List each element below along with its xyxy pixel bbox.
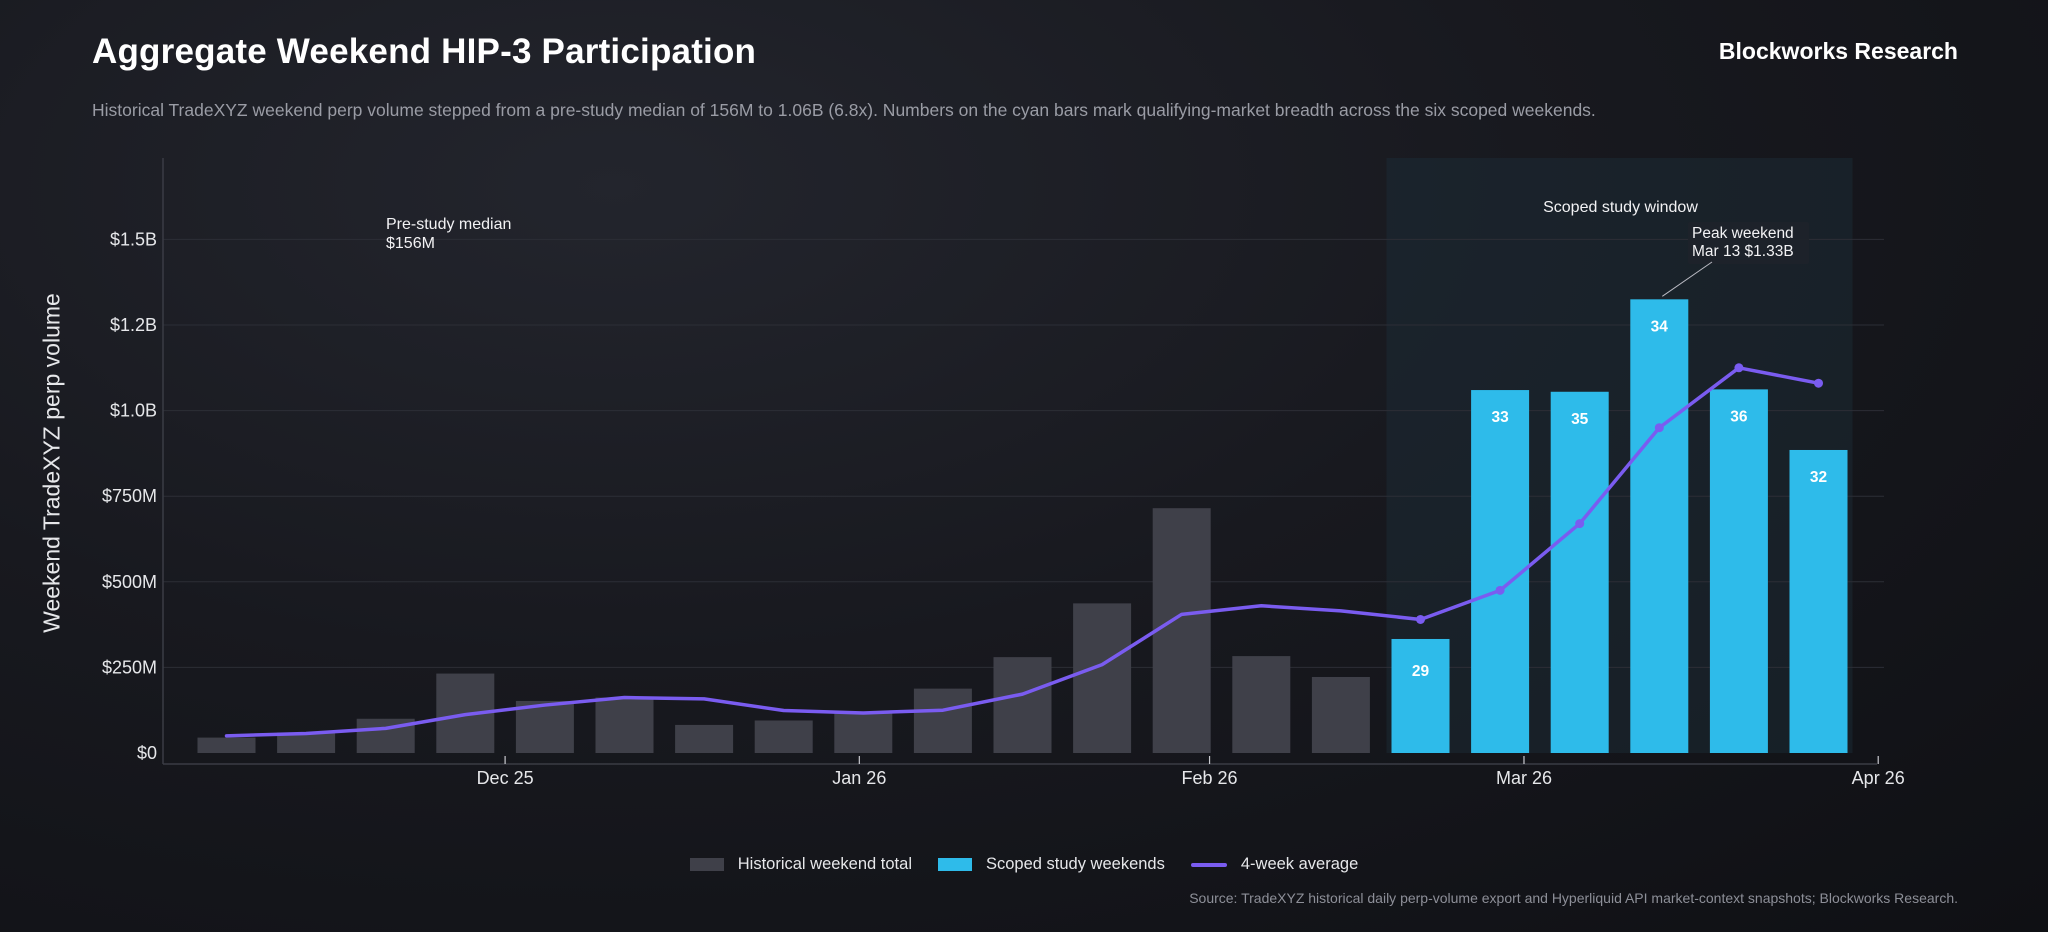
legend-item-average: 4-week average [1190, 855, 1359, 874]
bar-historical [675, 724, 734, 753]
average-point [1814, 378, 1823, 388]
average-point [1734, 363, 1744, 373]
x-tick-label: Feb 26 [1182, 768, 1238, 788]
y-tick-label: $0 [137, 743, 157, 763]
chart-title: Aggregate Weekend HIP-3 Participation [92, 32, 757, 71]
y-tick-label: $750M [102, 486, 157, 506]
bar-historical [913, 688, 972, 753]
y-tick-label: $500M [102, 572, 157, 592]
bar-historical [1073, 603, 1132, 753]
median-annotation-label: Pre-study median [386, 216, 511, 233]
legend-item-historical: Historical weekend total [689, 855, 912, 874]
bar-historical [1311, 676, 1370, 753]
window-annotation-label: Scoped study window [1543, 199, 1698, 216]
peak-callout-leader [1662, 261, 1713, 297]
bar-data-label: 36 [1730, 408, 1748, 425]
bar-historical [595, 697, 654, 753]
bar-historical [834, 712, 893, 753]
bar-data-label: 34 [1651, 318, 1669, 335]
legend-swatch-scoped [937, 858, 972, 871]
peak-callout-label: Peak weekend [1692, 225, 1794, 242]
x-tick-label: Mar 26 [1496, 768, 1552, 788]
bar-scoped [1391, 638, 1450, 753]
y-tick-label: $250M [102, 657, 157, 677]
brand-name: Blockworks Research [1718, 38, 1958, 64]
bar-data-label: 33 [1491, 409, 1509, 426]
source-note: Source: TradeXYZ historical daily perp-v… [1189, 890, 1958, 906]
bar-scoped [1550, 391, 1609, 753]
bar-scoped [1471, 390, 1530, 753]
y-tick-label: $1.2B [110, 315, 157, 335]
peak-callout-detail: Mar 13 $1.33B [1692, 243, 1794, 260]
x-tick-label: Dec 25 [477, 768, 534, 788]
bar-data-label: 32 [1810, 469, 1827, 486]
average-point [1575, 519, 1585, 529]
average-line [224, 366, 1821, 738]
legend-label-scoped: Scoped study weekends [985, 855, 1165, 873]
peak-callout-box [1688, 222, 1809, 264]
legend-label-average: 4-week average [1240, 855, 1359, 873]
legend-item-scoped: Scoped study weekends [937, 855, 1165, 874]
legend-swatch-average [1190, 862, 1227, 867]
bar-historical [515, 700, 574, 753]
average-point [1495, 585, 1505, 595]
average-point [1654, 423, 1664, 433]
bar-historical [993, 657, 1052, 753]
legend-label-historical: Historical weekend total [737, 855, 912, 873]
bar-historical [1232, 656, 1291, 753]
legend: Historical weekend total Scoped study we… [0, 855, 2048, 874]
bar-historical [197, 737, 256, 753]
legend-swatch-historical [689, 858, 724, 871]
bar-data-label: 35 [1571, 411, 1589, 428]
y-tick-label: $1.5B [110, 229, 157, 249]
bar-historical [277, 732, 336, 753]
x-tick-label: Jan 26 [832, 768, 886, 788]
bar-scoped [1789, 449, 1848, 753]
median-annotation-value: $156M [386, 235, 435, 252]
bar-historical [754, 720, 813, 753]
bar-historical [1152, 508, 1211, 753]
x-tick-label: Apr 26 [1852, 768, 1905, 788]
chart-subtitle: Historical TradeXYZ weekend perp volume … [92, 100, 1596, 120]
bar-scoped [1709, 389, 1768, 753]
bar-data-label: 29 [1412, 663, 1430, 680]
average-point [1416, 614, 1425, 624]
y-tick-label: $1.0B [110, 401, 157, 421]
bar-scoped [1630, 299, 1689, 753]
